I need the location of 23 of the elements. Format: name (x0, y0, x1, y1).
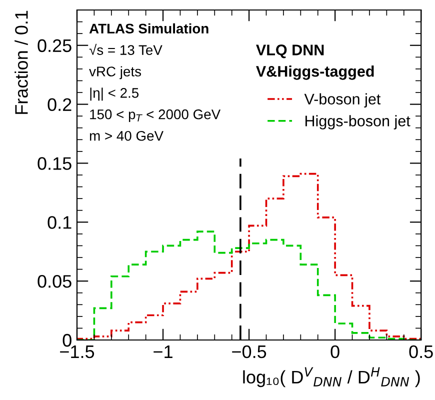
x-axis-title: log₁₀( D$^{V}$$_{DNN}$ / D$^{H}$$_{DNN}$ ) (243, 367, 420, 388)
annotation: ATLAS Simulation (89, 23, 208, 34)
annotation: m > 40 GeV (90, 130, 164, 141)
annotation: vRC jets (89, 66, 142, 80)
x-tick-label: −0.5 (232, 345, 266, 358)
annotation: 150 < p$_{T}$ < 2000 GeV (90, 109, 221, 122)
annotation: |η| < 2.5 (90, 88, 139, 101)
x-tick-label: −1.5 (60, 346, 94, 358)
annotation: √s = 13 TeV (89, 44, 162, 55)
y-tick-label: 0 (62, 334, 72, 347)
annotation: V&Higgs-tagged (256, 66, 374, 80)
legend-label: Higgs-boson jet (305, 115, 410, 130)
annotation: VLQ DNN (256, 44, 324, 58)
x-tick-label: −1 (154, 346, 172, 358)
x-tick-label: 0 (330, 345, 340, 358)
y-tick-label: 0.2 (48, 98, 72, 112)
x-tick-label: 0.5 (409, 345, 433, 358)
legend-label: V-boson jet (304, 93, 381, 108)
y-tick-label: 0.25 (38, 39, 72, 52)
y-tick-label: 0.15 (38, 157, 72, 170)
y-axis-title: Fraction / 0.1 (14, 10, 28, 114)
y-tick-label: 0.1 (48, 216, 72, 229)
y-tick-label: 0.05 (38, 275, 72, 288)
